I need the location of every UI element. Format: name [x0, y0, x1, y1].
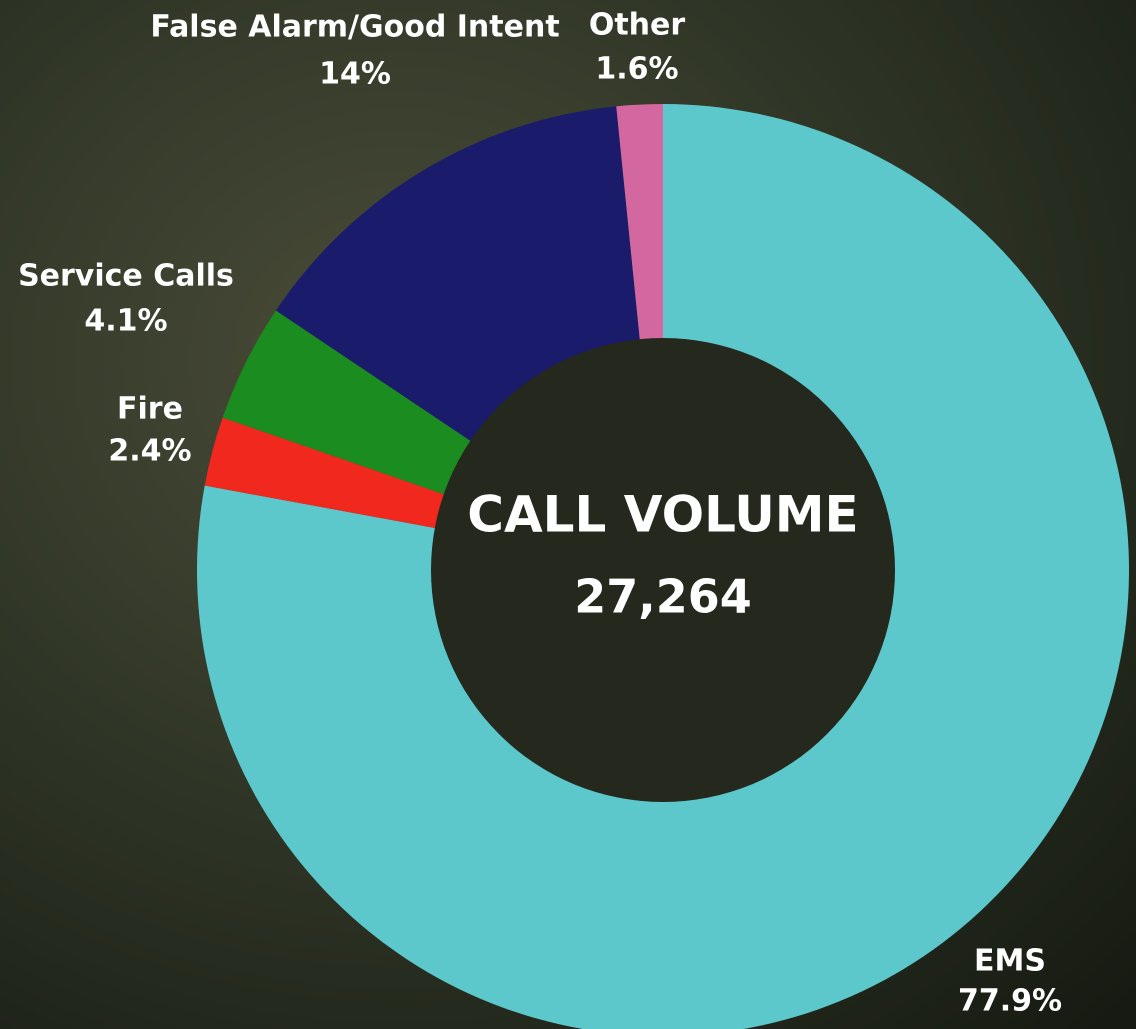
- slice-value-label: 77.9%: [958, 984, 1062, 1019]
- slice-value-label: 4.1%: [84, 304, 167, 339]
- chart: CALL VOLUME 27,264 EMS 77.9% Fire 2.4% Servi…: [0, 0, 1136, 1029]
- center-value: 27,264: [574, 570, 752, 624]
- slice-label: Fire: [117, 392, 183, 427]
- slice-value-label: 14%: [319, 57, 391, 92]
- center-title: CALL VOLUME: [467, 486, 858, 544]
- slice-value-label: 1.6%: [595, 52, 678, 87]
- slice-value-label: 2.4%: [108, 434, 191, 469]
- slice-label: False Alarm/Good Intent: [150, 10, 559, 45]
- slice-label: Service Calls: [18, 259, 234, 294]
- page: {"chart_data": {"type": "donut", "catego…: [0, 0, 1136, 1029]
- slice-label: Other: [589, 8, 686, 43]
- slice-label: EMS: [974, 944, 1046, 979]
